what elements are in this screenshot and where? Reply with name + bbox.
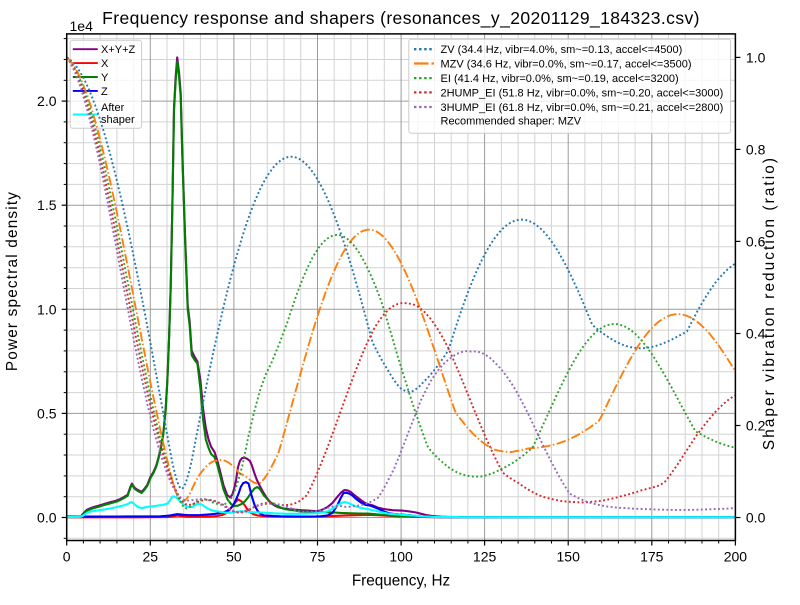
svg-text:100: 100 — [389, 549, 413, 565]
svg-text:50: 50 — [226, 549, 242, 565]
svg-text:ZV (34.4 Hz, vibr=4.0%, sm~=0.: ZV (34.4 Hz, vibr=4.0%, sm~=0.13, accel<… — [441, 44, 683, 56]
svg-text:3HUMP_EI (61.8 Hz, vibr=0.0%,: 3HUMP_EI (61.8 Hz, vibr=0.0%, sm~=0.21, … — [441, 102, 724, 114]
svg-text:200: 200 — [724, 549, 748, 565]
svg-text:Power spectral density: Power spectral density — [4, 191, 21, 371]
svg-text:0.4: 0.4 — [746, 326, 766, 342]
svg-text:X: X — [101, 58, 109, 70]
svg-text:After: After — [101, 102, 125, 114]
svg-text:1.0: 1.0 — [37, 301, 57, 317]
svg-text:75: 75 — [310, 549, 326, 565]
svg-text:0: 0 — [63, 549, 71, 565]
svg-text:Y: Y — [101, 72, 109, 84]
svg-text:Shaper vibration reduction (ra: Shaper vibration reduction (ratio) — [761, 156, 778, 450]
svg-text:0.0: 0.0 — [746, 510, 766, 526]
svg-text:shaper: shaper — [101, 114, 135, 126]
svg-text:2.0: 2.0 — [37, 93, 57, 109]
svg-text:MZV (34.6 Hz, vibr=0.0%, sm~=0: MZV (34.6 Hz, vibr=0.0%, sm~=0.17, accel… — [441, 59, 692, 71]
svg-text:1.0: 1.0 — [746, 49, 766, 65]
svg-text:175: 175 — [640, 549, 664, 565]
svg-text:2HUMP_EI (51.8 Hz, vibr=0.0%,: 2HUMP_EI (51.8 Hz, vibr=0.0%, sm~=0.20, … — [441, 87, 724, 99]
svg-text:Frequency response and shapers: Frequency response and shapers (resonanc… — [102, 8, 700, 29]
svg-text:Recommended shaper: MZV: Recommended shaper: MZV — [441, 116, 582, 128]
svg-text:25: 25 — [143, 549, 159, 565]
svg-text:0.8: 0.8 — [746, 141, 766, 157]
svg-text:Z: Z — [101, 86, 108, 98]
svg-text:125: 125 — [473, 549, 497, 565]
svg-text:1.5: 1.5 — [37, 197, 57, 213]
svg-text:EI (41.4 Hz, vibr=0.0%, sm~=0.: EI (41.4 Hz, vibr=0.0%, sm~=0.19, accel<… — [441, 73, 679, 85]
svg-text:150: 150 — [557, 549, 581, 565]
svg-text:0.6: 0.6 — [746, 233, 766, 249]
svg-text:0.2: 0.2 — [746, 418, 766, 434]
svg-text:X+Y+Z: X+Y+Z — [101, 44, 136, 56]
svg-text:0.0: 0.0 — [37, 510, 57, 526]
svg-text:0.5: 0.5 — [37, 405, 57, 421]
svg-text:1e4: 1e4 — [70, 18, 94, 34]
svg-text:Frequency, Hz: Frequency, Hz — [352, 573, 450, 590]
